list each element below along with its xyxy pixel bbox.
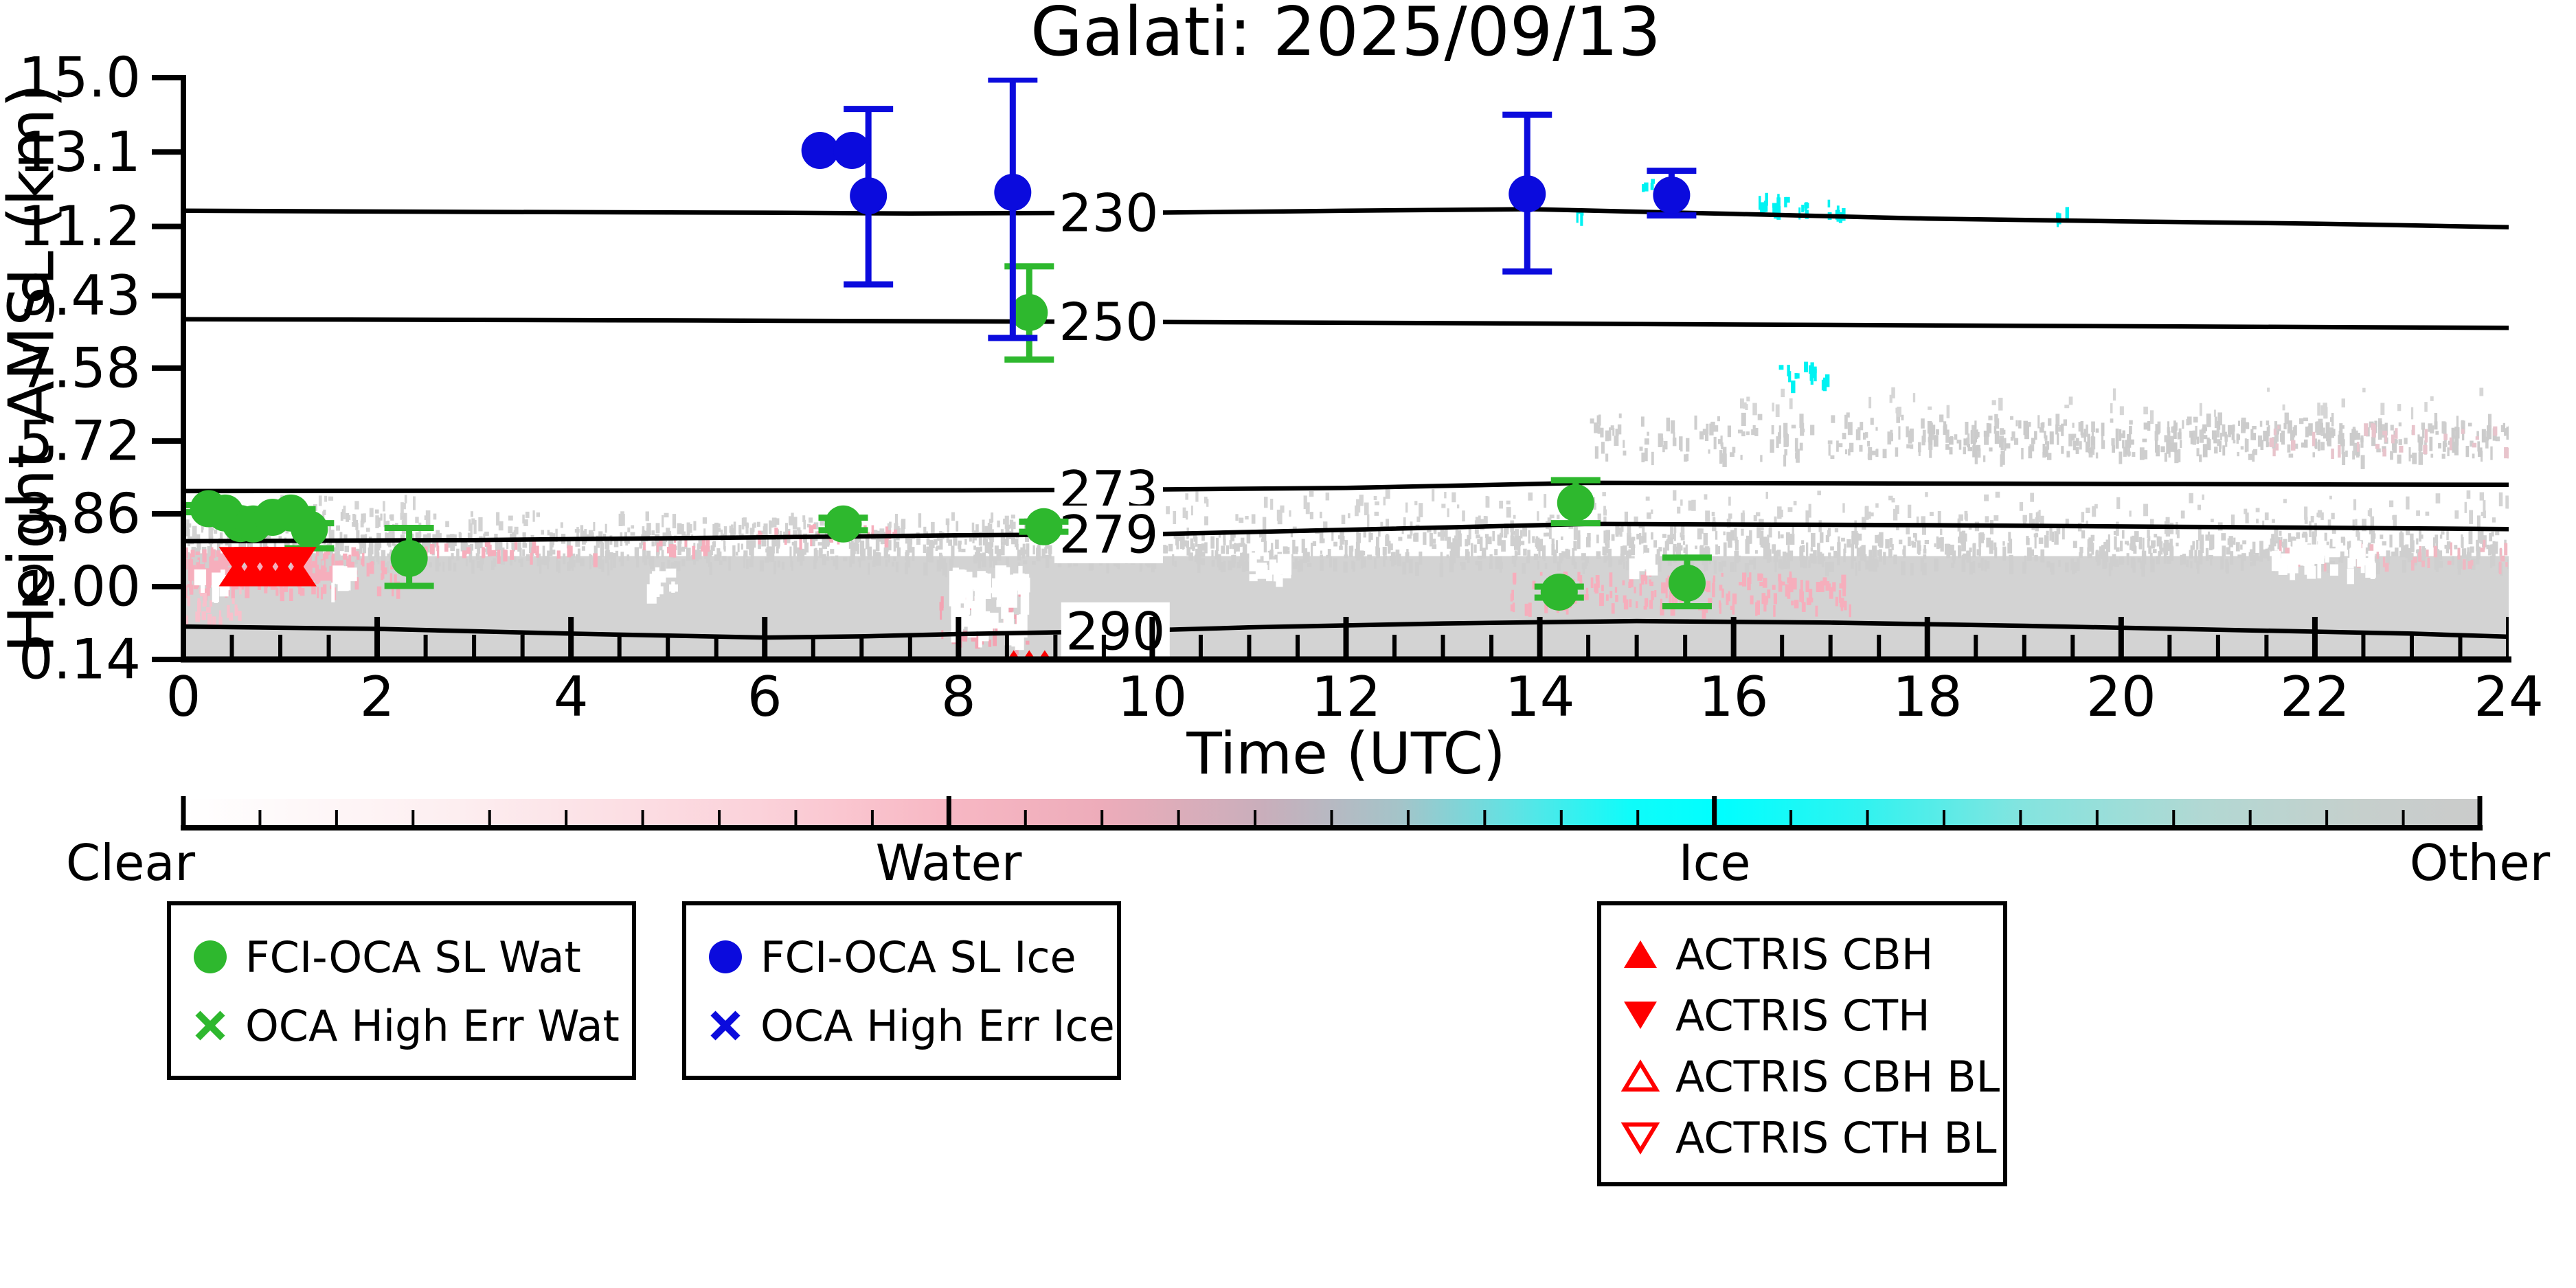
x-tick-label: 12 xyxy=(1311,665,1381,729)
series-fci-oca-sl-wat xyxy=(183,263,1712,611)
legend-label: OCA High Err Wat xyxy=(245,1000,620,1051)
contour-label-250: 250 xyxy=(1059,291,1158,352)
colorbar-label-other: Other xyxy=(2409,834,2551,892)
isotherm-contour-290 xyxy=(183,618,2509,640)
legend-label: OCA High Err Ice xyxy=(760,1000,1115,1051)
colorbar-label-water: Water xyxy=(875,834,1022,892)
y-tick-label: 2.00 xyxy=(19,554,141,618)
x-tick-label: 14 xyxy=(1505,665,1575,729)
chart-title: Galati: 2025/09/13 xyxy=(1030,0,1661,71)
legend-item: FCI-OCA SL Wat xyxy=(189,932,581,982)
data-point xyxy=(390,539,428,577)
water-point-marker-icon xyxy=(189,936,231,978)
data-point xyxy=(1509,175,1546,213)
legend-item: ACTRIS CTH xyxy=(1619,990,1930,1041)
legend-box-water: FCI-OCA SL Wat OCA High Err Wat xyxy=(167,901,636,1080)
x-tick-label: 4 xyxy=(554,665,589,729)
legend-label: ACTRIS CTH xyxy=(1675,990,1930,1041)
legend-item: ACTRIS CBH BL xyxy=(1619,1051,2000,1102)
legend-label: FCI-OCA SL Wat xyxy=(245,931,581,982)
data-point xyxy=(1668,564,1706,602)
data-point xyxy=(1010,293,1048,331)
isotherm-contour-250 xyxy=(183,317,2509,330)
x-tick-label: 0 xyxy=(166,665,201,729)
y-tick-label: 7.58 xyxy=(19,336,141,400)
contour-label-279: 279 xyxy=(1059,504,1158,565)
isotherm-contour-279 xyxy=(183,521,2509,544)
cbh-bl-triangle-up-outline-icon xyxy=(1619,1055,1662,1098)
legend-box-actris: ACTRIS CBH ACTRIS CTH ACTRIS CBH BL ACTR… xyxy=(1597,901,2007,1186)
legend-item: ACTRIS CBH xyxy=(1619,929,1934,980)
legend-item: OCA High Err Wat xyxy=(189,1000,620,1051)
contour-label-230: 230 xyxy=(1059,182,1158,243)
isotherm-contour-230 xyxy=(183,207,2509,229)
x-axis-label: Time (UTC) xyxy=(1186,720,1506,787)
y-tick-label: 5.72 xyxy=(19,409,141,473)
legend-label: FCI-OCA SL Ice xyxy=(760,931,1076,982)
y-tick-label: 3.86 xyxy=(19,482,141,545)
data-point xyxy=(291,510,328,548)
legend-item: OCA High Err Ice xyxy=(704,1000,1115,1051)
colorbar-label-ice: Ice xyxy=(1678,834,1751,892)
ice-point-marker-icon xyxy=(704,936,747,978)
x-tick-label: 22 xyxy=(2280,665,2350,729)
legend-box-ice: FCI-OCA SL Ice OCA High Err Ice xyxy=(682,901,1121,1080)
series-fci-oca-sl-ice xyxy=(801,78,1697,341)
legend-item: ACTRIS CTH BL xyxy=(1619,1112,1997,1163)
data-point xyxy=(850,177,888,215)
data-point xyxy=(1025,508,1063,545)
contour-label-290: 290 xyxy=(1065,600,1165,662)
y-tick-label: 11.2 xyxy=(19,194,141,258)
legend-label: ACTRIS CBH xyxy=(1675,929,1934,980)
contour-label-gap xyxy=(1054,183,1163,242)
x-tick-label: 2 xyxy=(360,665,395,729)
data-point xyxy=(1540,573,1578,611)
legend-item: FCI-OCA SL Ice xyxy=(704,932,1076,982)
contour-label-gap xyxy=(1054,505,1163,563)
contour-label-gap xyxy=(1054,293,1163,351)
y-tick-label: 13.1 xyxy=(19,120,141,184)
data-point xyxy=(1557,484,1594,522)
cth-triangle-down-icon xyxy=(1619,994,1662,1037)
x-tick-label: 10 xyxy=(1118,665,1188,729)
y-axis-label: Height AMSL (km) xyxy=(0,83,69,653)
data-point xyxy=(833,132,871,170)
data-point xyxy=(824,505,862,543)
colorbar-label-clear: Clear xyxy=(65,834,196,892)
data-point xyxy=(801,132,839,170)
x-tick-label: 16 xyxy=(1699,665,1769,729)
x-tick-label: 24 xyxy=(2474,665,2544,729)
x-tick-label: 8 xyxy=(941,665,976,729)
data-point xyxy=(994,174,1032,212)
isotherm-contour-273 xyxy=(183,480,2509,494)
y-tick-label: 15.0 xyxy=(19,46,141,110)
ice-high-err-marker-icon xyxy=(704,1004,747,1047)
water-high-err-marker-icon xyxy=(189,1004,231,1047)
y-tick-label: 9.43 xyxy=(19,264,141,328)
x-tick-label: 20 xyxy=(2086,665,2156,729)
x-tick-label: 6 xyxy=(747,665,782,729)
x-tick-label: 18 xyxy=(1893,665,1963,729)
cth-bl-triangle-down-outline-icon xyxy=(1619,1116,1662,1159)
cbh-triangle-up-icon xyxy=(1619,933,1662,975)
legend-label: ACTRIS CTH BL xyxy=(1675,1112,1997,1163)
legend-label: ACTRIS CBH BL xyxy=(1675,1051,2000,1102)
y-tick-label: 0.14 xyxy=(19,628,141,692)
data-point xyxy=(280,559,317,587)
data-point xyxy=(1653,176,1691,214)
